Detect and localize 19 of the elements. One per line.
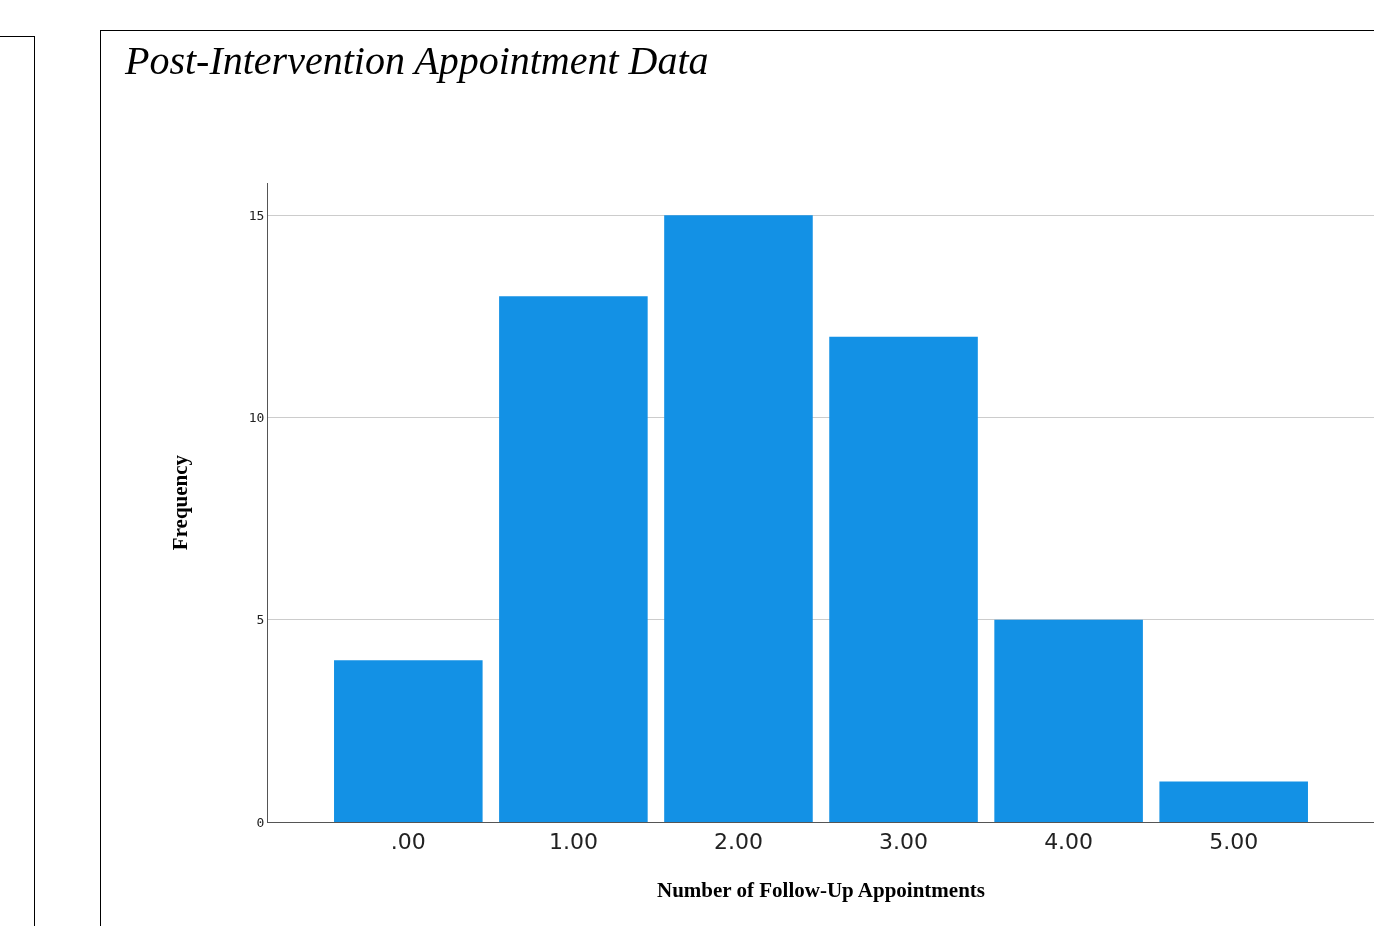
y-tick-label: 0	[256, 814, 265, 830]
x-axis-title: Number of Follow-Up Appointments	[656, 877, 986, 902]
bar	[499, 296, 648, 822]
y-axis-title: Frequency	[167, 454, 192, 551]
bar	[829, 336, 978, 822]
bar	[664, 215, 813, 822]
y-tick-label: 15	[248, 207, 265, 223]
x-tick-label: 2.00	[713, 829, 763, 855]
chart-title: Post-Intervention Appointment Data	[124, 38, 709, 83]
x-tick-label: 5.00	[1209, 829, 1259, 855]
bar	[994, 619, 1143, 822]
x-tick-label: 3.00	[879, 829, 929, 855]
bar	[334, 660, 483, 822]
y-tick-label: 5	[256, 612, 265, 628]
x-tick-label: 4.00	[1044, 829, 1094, 855]
y-tick-label: 10	[248, 410, 265, 426]
x-tick-label: 1.00	[548, 829, 598, 855]
bar	[1159, 781, 1308, 822]
x-tick-label: .00	[390, 829, 426, 855]
